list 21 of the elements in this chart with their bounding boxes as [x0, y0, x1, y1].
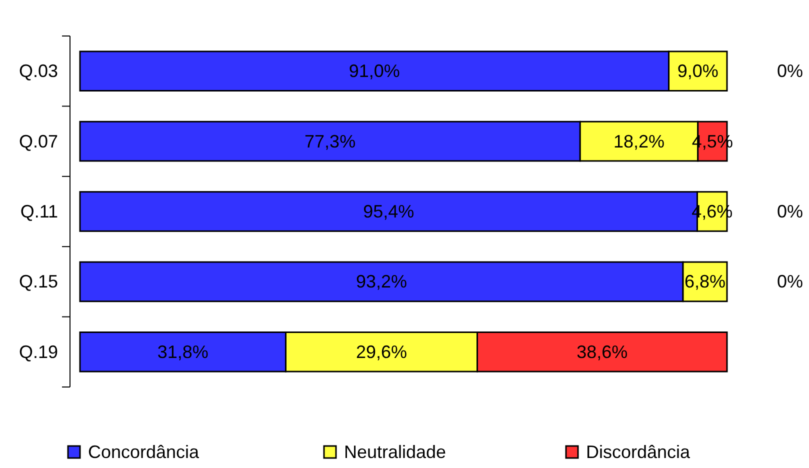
legend-label: Concordância [88, 442, 200, 462]
data-label: 0% [777, 61, 804, 82]
y-tick-label: Q.03 [18, 61, 58, 82]
data-label: 29,6% [356, 342, 408, 362]
data-label: 95,4% [363, 202, 414, 222]
data-label: 0% [777, 202, 804, 222]
data-label: 6,8% [684, 272, 726, 292]
data-label: 18,2% [613, 131, 665, 152]
data-label: 38,6% [576, 342, 628, 362]
legend-label: Discordância [586, 442, 692, 462]
data-label: 77,3% [304, 131, 356, 152]
legend-label: Neutralidade [344, 442, 446, 462]
data-label: 31,8% [157, 342, 208, 362]
y-tick-label: Q.15 [18, 272, 58, 292]
data-label: 93,2% [356, 272, 408, 292]
data-label: 0% [777, 272, 804, 292]
data-label: 9,0% [677, 61, 718, 82]
y-tick-label: Q.11 [20, 202, 58, 222]
data-label: 91,0% [348, 61, 400, 82]
y-tick-label: Q.07 [18, 131, 58, 152]
y-tick-label: Q.19 [18, 342, 58, 362]
